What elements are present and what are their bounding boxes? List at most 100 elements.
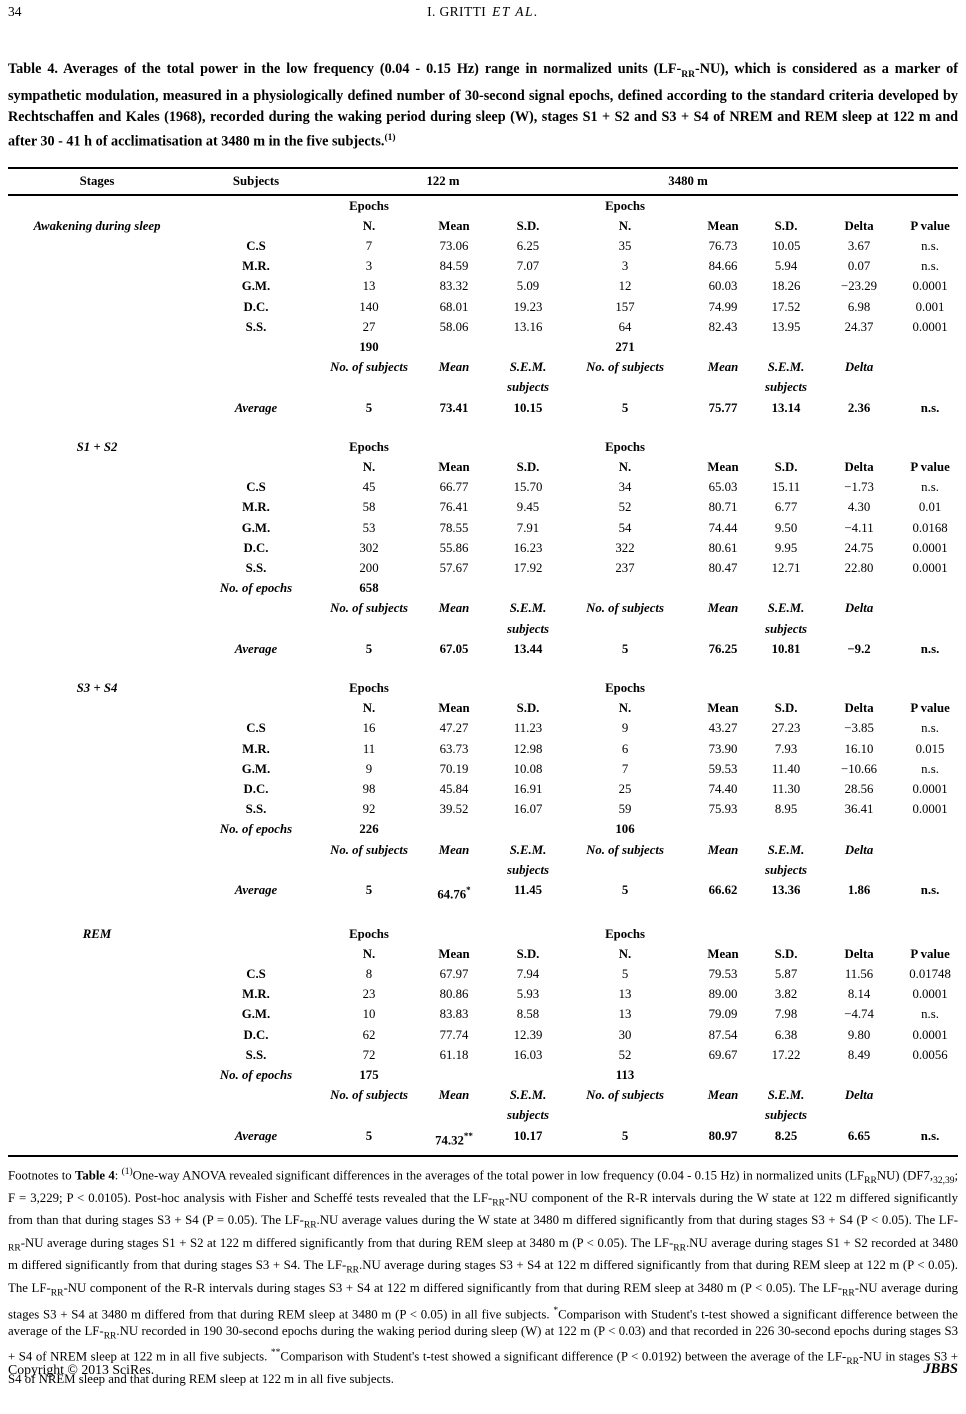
empty-cell [496, 819, 560, 839]
subject-label: M.R. [242, 741, 270, 756]
delta-value: 22.80 [844, 561, 874, 576]
p-value: 0.0001 [912, 782, 948, 797]
epochs-header: Epochs [349, 681, 389, 696]
col-header-sd: S.D. [774, 460, 798, 474]
epochs-header: Epochs [605, 198, 645, 213]
average-label: Average [234, 883, 278, 898]
subject-label: G.M. [241, 1007, 271, 1022]
subject-label: S.S. [245, 561, 267, 576]
empty-cell [756, 819, 816, 839]
empty-cell [902, 337, 958, 357]
sd-value: 9.95 [774, 540, 798, 555]
average-pvalue: n.s. [920, 1128, 940, 1143]
empty-cell [8, 497, 186, 517]
average-sem: 11.45 [513, 883, 543, 898]
sd-value: 8.58 [516, 1007, 540, 1022]
p-value: 0.0056 [912, 1047, 948, 1062]
average-n: 5 [365, 883, 373, 898]
epoch-count: 302 [359, 540, 379, 555]
epoch-count: 34 [618, 480, 632, 495]
epoch-count: 52 [618, 1047, 632, 1062]
empty-cell [186, 944, 326, 964]
mean-value: 84.59 [439, 259, 469, 274]
col-header-pvalue: P value [910, 701, 950, 716]
epoch-total: 271 [615, 339, 635, 354]
empty-cell [8, 819, 186, 839]
sem-header: S.E.M. subjects [507, 842, 549, 877]
mean-value: 65.03 [708, 480, 738, 495]
empty-cell [496, 578, 560, 598]
average-n: 5 [621, 400, 629, 415]
sd-value: 8.95 [774, 802, 798, 817]
mean-value: 58.06 [439, 319, 469, 334]
epoch-count: 54 [618, 520, 632, 535]
sd-value: 27.23 [771, 721, 801, 736]
delta-value: 24.75 [844, 540, 874, 555]
empty-cell [186, 457, 326, 477]
epoch-count: 13 [618, 1007, 632, 1022]
delta-value: 24.37 [844, 319, 874, 334]
col-header-altitude-3480m: 3480 m [560, 167, 817, 196]
mean-value: 39.52 [439, 802, 469, 817]
epoch-count: 13 [362, 279, 376, 294]
empty-cell [902, 357, 958, 397]
sem-header: S.E.M. subjects [765, 1088, 807, 1123]
empty-cell [412, 1065, 496, 1085]
empty-cell [816, 578, 902, 598]
empty-cell [496, 437, 560, 457]
col-header-sd: S.D. [516, 218, 540, 233]
empty-cell [412, 578, 496, 598]
delta-value: 3.67 [847, 238, 871, 253]
sd-value: 11.30 [771, 782, 801, 797]
epoch-count: 237 [615, 561, 635, 576]
delta-value: 36.41 [844, 802, 874, 817]
epoch-count: 35 [618, 238, 632, 253]
p-value: 0.015 [915, 741, 945, 756]
sd-value: 19.23 [513, 299, 543, 314]
col-header-n: N. [362, 946, 376, 961]
mean-value: 83.83 [439, 1007, 469, 1022]
subject-label: M.R. [242, 987, 270, 1002]
delta-value: −1.73 [844, 480, 874, 495]
col-header-pvalue: P value [910, 946, 950, 961]
p-value: 0.0001 [912, 802, 948, 817]
epoch-total: 113 [615, 1067, 635, 1082]
empty-cell [8, 1025, 186, 1045]
stage-label: S1 + S2 [76, 439, 118, 454]
epoch-count: 62 [362, 1027, 376, 1042]
sd-value: 16.03 [513, 1047, 543, 1062]
empty-cell [8, 718, 186, 738]
subject-label: C.S [246, 480, 266, 495]
delta-value: −10.66 [841, 761, 878, 776]
empty-cell [902, 437, 958, 457]
subject-label: C.S [246, 238, 266, 253]
sd-value: 5.09 [516, 279, 540, 294]
average-n: 5 [365, 400, 373, 415]
average-delta: 6.65 [847, 1128, 871, 1143]
average-n: 5 [621, 1128, 629, 1143]
sem-header: S.E.M. subjects [507, 360, 549, 395]
sd-value: 7.98 [774, 1007, 798, 1022]
sem-header: S.E.M. subjects [765, 842, 807, 877]
sem-header: S.E.M. subjects [765, 360, 807, 395]
mean-value: 80.71 [708, 500, 738, 515]
mean-header: Mean [438, 842, 470, 857]
sd-value: 6.25 [516, 238, 540, 253]
table-caption: Table 4. Averages of the total power in … [8, 61, 958, 150]
p-value: n.s. [921, 480, 939, 495]
delta-value: 9.80 [847, 1027, 871, 1042]
stage-label [8, 698, 186, 718]
empty-cell [690, 578, 756, 598]
subject-label: G.M. [241, 279, 271, 294]
sd-value: 16.91 [513, 782, 543, 797]
epoch-count: 9 [621, 721, 629, 736]
empty-cell [496, 678, 560, 698]
mean-value: 69.67 [708, 1047, 738, 1062]
sd-value: 17.52 [771, 299, 801, 314]
empty-cell [8, 1126, 186, 1150]
empty-cell [8, 639, 186, 659]
empty-cell [496, 195, 560, 216]
empty-cell [8, 840, 186, 880]
stage-label [8, 944, 186, 964]
